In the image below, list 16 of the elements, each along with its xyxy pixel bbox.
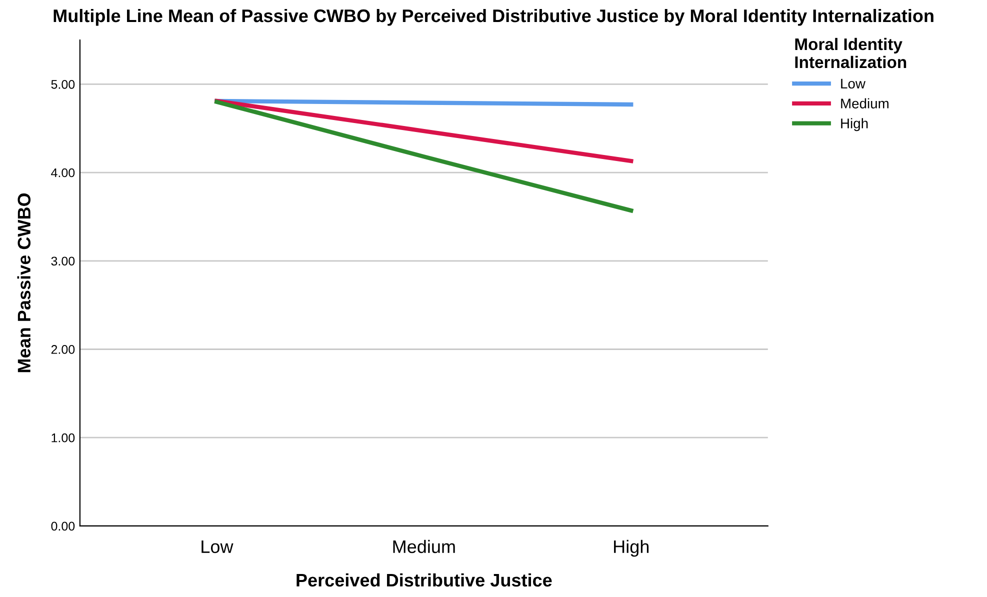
x-tick-label: Medium — [393, 540, 455, 554]
chart-title: Multiple Line Mean of Passive CWBO by Perceived Distributive Justice by Moral Identity Internalization — [54, 8, 934, 26]
legend-title: Moral Identity Internalization — [795, 38, 906, 68]
x-tick-label: High — [614, 540, 649, 557]
y-tick-label: 1.00 — [52, 433, 75, 442]
legend-label: High — [841, 118, 868, 132]
y-tick-label: 5.00 — [51, 80, 75, 89]
y-axis-title: Mean Passive CWBO — [17, 193, 31, 372]
y-tick-label: 3.00 — [51, 256, 75, 266]
y-tick-label: 2.00 — [51, 345, 75, 354]
x-axis-title: Perceived Distributive Justice — [296, 573, 552, 587]
x-tick-label: Low — [202, 540, 234, 554]
legend-label: Low — [841, 78, 866, 89]
legend-label: Medium — [841, 98, 888, 108]
y-tick-label: 0.00 — [51, 522, 75, 531]
y-tick-label: 4.00 — [51, 168, 75, 178]
